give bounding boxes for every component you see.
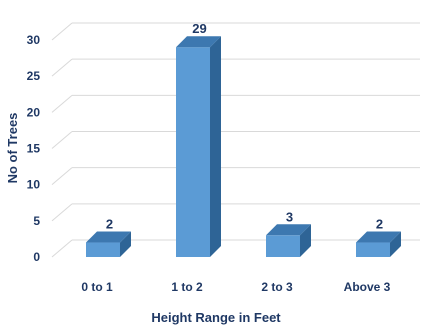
- x-axis-title: Height Range in Feet: [151, 310, 281, 325]
- bar-side: [300, 224, 311, 257]
- gridline-slant: [51, 167, 73, 186]
- x-tick-label: 1 to 2: [171, 280, 203, 294]
- bar-side: [390, 231, 401, 257]
- y-tick-label: 25: [27, 69, 41, 83]
- data-labels: 2 29 3 2: [106, 21, 383, 231]
- bar: [86, 231, 131, 257]
- bars: [86, 36, 401, 257]
- y-axis-title: No of Trees: [5, 113, 20, 184]
- bar-top: [266, 224, 311, 236]
- data-label: 2: [106, 217, 113, 232]
- y-tick-label: 10: [27, 178, 41, 192]
- y-tick-label: 5: [33, 214, 40, 228]
- x-tick-label: Above 3: [344, 280, 391, 294]
- gridline-slant: [51, 94, 73, 113]
- bar-front: [356, 242, 390, 257]
- gridline-slant: [51, 131, 73, 149]
- bar: [176, 36, 221, 257]
- y-tick-label: 30: [27, 33, 41, 47]
- data-label: 29: [192, 21, 206, 36]
- y-tick-label: 15: [27, 142, 41, 156]
- x-axis-ticks: 0 to 1 1 to 2 2 to 3 Above 3: [81, 280, 390, 294]
- bar-top: [86, 231, 131, 243]
- data-label: 2: [376, 217, 383, 232]
- y-tick-label: 0: [33, 250, 40, 264]
- data-label: 3: [286, 209, 293, 224]
- bar-front: [86, 242, 120, 257]
- bar-side: [120, 231, 131, 257]
- y-tick-label: 20: [27, 105, 41, 119]
- gridline-slant: [51, 203, 73, 222]
- bar: [356, 231, 401, 257]
- bar: [266, 224, 311, 257]
- x-tick-label: 2 to 3: [261, 280, 293, 294]
- gridline-slant: [51, 22, 73, 41]
- gridline-slant: [51, 58, 73, 77]
- bar-top: [356, 231, 401, 243]
- y-axis-ticks: 0 5 10 15 20 25 30: [27, 33, 41, 264]
- bar-side: [210, 36, 221, 257]
- bar-front: [266, 235, 300, 257]
- gridline-slant: [51, 239, 73, 258]
- bar-top: [176, 36, 221, 48]
- bar-front: [176, 47, 210, 257]
- x-tick-label: 0 to 1: [81, 280, 113, 294]
